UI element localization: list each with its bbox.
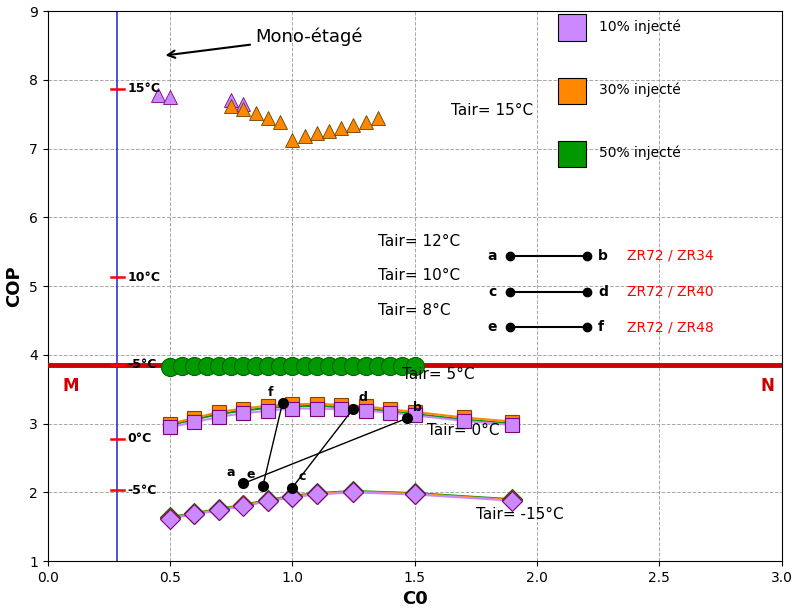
Text: Tair= 8°C: Tair= 8°C: [378, 303, 450, 317]
Text: ZR72 / ZR34: ZR72 / ZR34: [627, 249, 714, 263]
Text: d: d: [598, 285, 608, 298]
Text: ZR72 / ZR48: ZR72 / ZR48: [627, 321, 714, 335]
Text: d: d: [359, 391, 368, 405]
FancyBboxPatch shape: [558, 14, 586, 41]
Text: c: c: [298, 470, 306, 483]
Text: f: f: [598, 321, 604, 335]
Text: Tair= -15°C: Tair= -15°C: [476, 507, 563, 522]
Text: e: e: [488, 321, 497, 335]
Text: b: b: [598, 249, 608, 263]
Text: Tair= 0°C: Tair= 0°C: [427, 423, 500, 438]
Text: 0°C: 0°C: [127, 432, 152, 445]
Text: Mono-étagé: Mono-étagé: [168, 28, 363, 58]
Text: e: e: [247, 468, 255, 481]
Text: Tair= 12°C: Tair= 12°C: [378, 234, 460, 249]
Text: 10°C: 10°C: [127, 271, 160, 284]
Text: a: a: [488, 249, 497, 263]
Text: Tair= 15°C: Tair= 15°C: [452, 103, 533, 119]
Text: Tair= 10°C: Tair= 10°C: [378, 268, 460, 283]
FancyBboxPatch shape: [558, 141, 586, 167]
Text: f: f: [267, 386, 273, 399]
Text: 50% injecté: 50% injecté: [598, 146, 681, 160]
Text: Tair= 5°C: Tair= 5°C: [402, 367, 475, 382]
Text: ZR72 / ZR40: ZR72 / ZR40: [627, 285, 714, 298]
FancyBboxPatch shape: [558, 77, 586, 104]
Text: c: c: [488, 285, 497, 298]
Text: 30% injecté: 30% injecté: [598, 82, 681, 97]
Text: 10% injecté: 10% injecté: [598, 19, 681, 34]
Text: -5°C: -5°C: [127, 358, 156, 371]
Text: b: b: [413, 401, 421, 414]
Text: a: a: [227, 467, 235, 480]
Text: -5°C: -5°C: [127, 484, 156, 497]
Text: 15°C: 15°C: [127, 82, 160, 95]
Y-axis label: COP: COP: [6, 265, 24, 307]
X-axis label: C0: C0: [401, 591, 428, 608]
Text: N: N: [760, 377, 774, 395]
Text: M: M: [62, 377, 79, 395]
